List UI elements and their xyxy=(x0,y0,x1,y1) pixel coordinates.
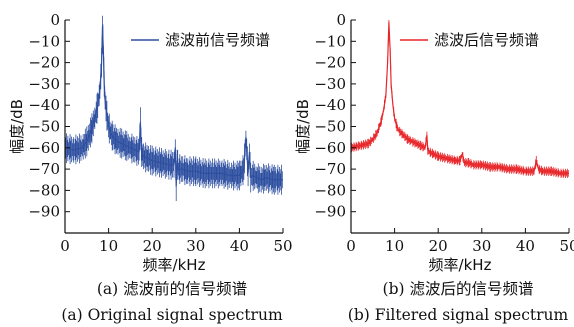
caption-english: (a) Original signal spectrum xyxy=(61,306,283,324)
legend-label: 滤波前信号频谱 xyxy=(165,31,270,49)
legend-label: 滤波后信号频谱 xyxy=(434,31,539,49)
y-tick-label: −50 xyxy=(314,118,346,136)
x-tick-label: 40 xyxy=(230,237,249,255)
x-tick-label: 10 xyxy=(99,237,118,255)
x-tick-label: 0 xyxy=(346,237,356,255)
y-tick-label: −30 xyxy=(314,75,346,93)
x-tick-label: 10 xyxy=(385,237,404,255)
y-axis-label: 幅度/dB xyxy=(294,99,312,154)
y-tick-label: −80 xyxy=(28,181,60,199)
x-tick-label: 50 xyxy=(273,237,292,255)
y-tick-label: 0 xyxy=(336,11,346,29)
chart-panel-2: 0 10 20 30 40 50 0 −10 −20 −30 −40 −50 −60 −70 −80 −90 频… xyxy=(294,11,574,324)
y-tick-label: −10 xyxy=(28,32,60,50)
y-tick-label: −90 xyxy=(314,203,346,221)
y-tick-label: −60 xyxy=(28,139,60,157)
x-tick-label: 50 xyxy=(559,237,574,255)
y-tick-label: −90 xyxy=(28,203,60,221)
y-tick-label: −40 xyxy=(314,96,346,114)
x-tick-label: 20 xyxy=(429,237,448,255)
y-tick-label: −40 xyxy=(28,96,60,114)
series-noise-1 xyxy=(64,15,283,201)
y-tick-label: −30 xyxy=(28,75,60,93)
y-tick-label: −70 xyxy=(314,160,346,178)
y-tick-label: −70 xyxy=(28,160,60,178)
y-axis-label: 幅度/dB xyxy=(8,99,26,154)
x-tick-label: 40 xyxy=(516,237,535,255)
x-tick-label: 0 xyxy=(60,237,70,255)
y-tick-label: 0 xyxy=(50,11,60,29)
x-tick-label: 30 xyxy=(472,237,491,255)
x-axis-label: 频率/kHz xyxy=(429,256,492,274)
y-tick-label: −60 xyxy=(314,139,346,157)
caption-chinese: (b) 滤波后的信号频谱 xyxy=(383,280,534,298)
series-noise-2 xyxy=(350,20,569,178)
y-tick-label: −10 xyxy=(314,32,346,50)
caption-english: (b) Filtered signal spectrum xyxy=(348,306,569,324)
y-tick-label: −50 xyxy=(28,118,60,136)
x-tick-label: 30 xyxy=(186,237,205,255)
caption-chinese: (a) 滤波前的信号频谱 xyxy=(97,280,247,298)
y-tick-label: −80 xyxy=(314,181,346,199)
x-axis-label: 频率/kHz xyxy=(143,256,206,274)
y-tick-label: −20 xyxy=(28,54,60,72)
x-tick-label: 20 xyxy=(143,237,162,255)
chart-panel-1: 0 10 20 30 40 50 0 −10 −20 −30 −40 −50 −60 −70 −80 −90 频… xyxy=(8,11,293,324)
y-tick-label: −20 xyxy=(314,54,346,72)
